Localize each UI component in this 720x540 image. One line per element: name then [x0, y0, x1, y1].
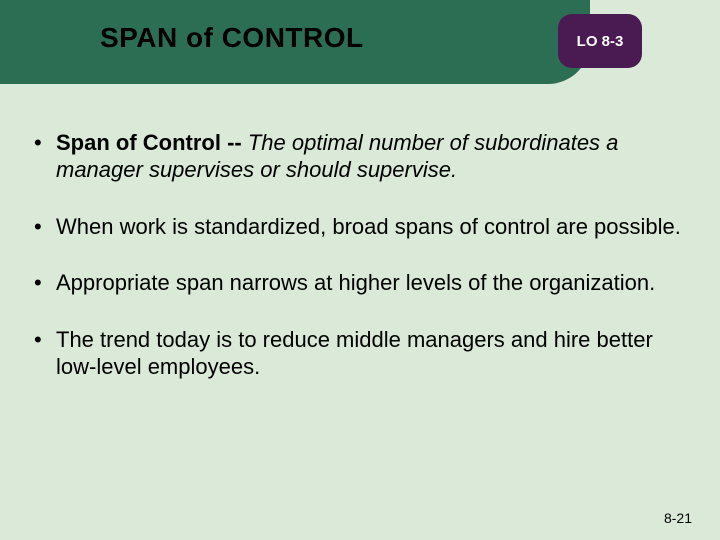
slide: SPAN of CONTROL LO 8-3 Span of Control -…	[0, 0, 720, 540]
bullet-text: The trend today is to reduce middle mana…	[56, 327, 653, 379]
page-number: 8-21	[664, 510, 692, 526]
list-item: The trend today is to reduce middle mana…	[28, 327, 688, 381]
lo-label: LO 8-3	[577, 33, 624, 50]
list-item: Span of Control -- The optimal number of…	[28, 130, 688, 184]
list-item: When work is standardized, broad spans o…	[28, 214, 688, 241]
slide-body: Span of Control -- The optimal number of…	[28, 130, 688, 411]
slide-title: SPAN of CONTROL	[100, 22, 364, 54]
learning-objective-badge: LO 8-3	[558, 14, 642, 68]
bullet-text: Appropriate span narrows at higher level…	[56, 270, 655, 295]
bullet-text: When work is standardized, broad spans o…	[56, 214, 681, 239]
list-item: Appropriate span narrows at higher level…	[28, 270, 688, 297]
term-label: Span of Control --	[56, 130, 248, 155]
bullet-list: Span of Control -- The optimal number of…	[28, 130, 688, 381]
